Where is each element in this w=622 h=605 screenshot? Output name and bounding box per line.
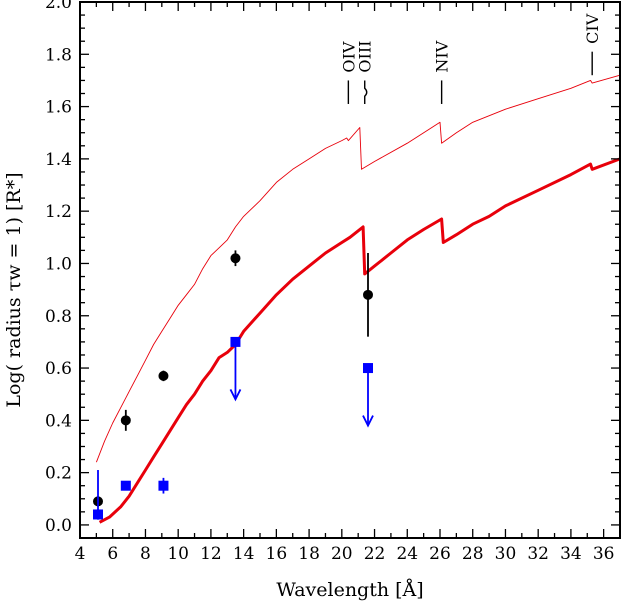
x-axis-title: Wavelength [Å] bbox=[276, 579, 423, 601]
observed-point bbox=[120, 415, 131, 426]
x-tick-label: 28 bbox=[462, 544, 484, 564]
observed-point bbox=[158, 370, 169, 381]
limit-point bbox=[93, 509, 103, 520]
model-thin-curve bbox=[95, 74, 621, 463]
y-tick-label: 0.0 bbox=[45, 516, 72, 536]
x-tick-label: 20 bbox=[331, 544, 353, 564]
limit-arrow-head bbox=[362, 415, 374, 428]
x-tick-label: 32 bbox=[527, 544, 549, 564]
x-tick-label: 34 bbox=[560, 544, 582, 564]
y-tick-label: 1.8 bbox=[45, 45, 72, 65]
model-curves bbox=[95, 74, 621, 524]
edge-label: NIV bbox=[433, 40, 452, 72]
y-tick-label: 1.6 bbox=[45, 98, 72, 118]
x-tick-label: 22 bbox=[364, 544, 386, 564]
x-tick-label: 10 bbox=[167, 544, 189, 564]
limit-point bbox=[158, 480, 169, 491]
y-tick-label: 0.6 bbox=[45, 359, 72, 379]
y-tick-label: 0.2 bbox=[45, 464, 72, 484]
x-tick-label: 6 bbox=[107, 544, 118, 564]
edge-label: OIII bbox=[356, 41, 375, 73]
observed-point bbox=[363, 289, 373, 300]
x-tick-label: 4 bbox=[75, 544, 86, 564]
x-tick-label: 36 bbox=[593, 544, 615, 564]
plot-frame bbox=[79, 1, 621, 539]
data-points bbox=[93, 250, 374, 520]
y-tick-label: 1.0 bbox=[45, 254, 72, 274]
limit-point bbox=[230, 336, 241, 347]
limit-arrow-head bbox=[229, 389, 242, 402]
limit-point bbox=[120, 480, 131, 491]
y-axis-title: Log( radius τw = 1) [R*] bbox=[3, 172, 25, 407]
x-tick-label: 24 bbox=[396, 544, 418, 564]
y-tick-label: 2.0 bbox=[45, 0, 72, 13]
limit-point bbox=[363, 363, 373, 374]
x-tick-label: 8 bbox=[140, 544, 151, 564]
axes bbox=[79, 1, 621, 539]
x-tick-label: 14 bbox=[233, 544, 255, 564]
x-tick-label: 16 bbox=[266, 544, 288, 564]
y-tick-label: 0.4 bbox=[45, 411, 72, 431]
x-tick-label: 18 bbox=[298, 544, 320, 564]
x-tick-label: 12 bbox=[200, 544, 222, 564]
y-tick-label: 1.4 bbox=[45, 150, 72, 170]
model-thick-curve bbox=[98, 157, 621, 524]
edge-label: CIV bbox=[583, 13, 602, 44]
y-tick-label: 0.8 bbox=[45, 307, 72, 327]
x-tick-label: 26 bbox=[429, 544, 451, 564]
observed-point bbox=[230, 253, 241, 264]
edge-label: OIV bbox=[339, 41, 358, 72]
edge-marker-line bbox=[364, 80, 368, 104]
y-tick-label: 1.2 bbox=[45, 202, 72, 222]
x-tick-label: 30 bbox=[495, 544, 517, 564]
tick-labels: 4 6 8 10 12 14 16 18 20 22 24 26 28 30 32 34 36 0.0 0.2 0.4… bbox=[45, 0, 615, 564]
